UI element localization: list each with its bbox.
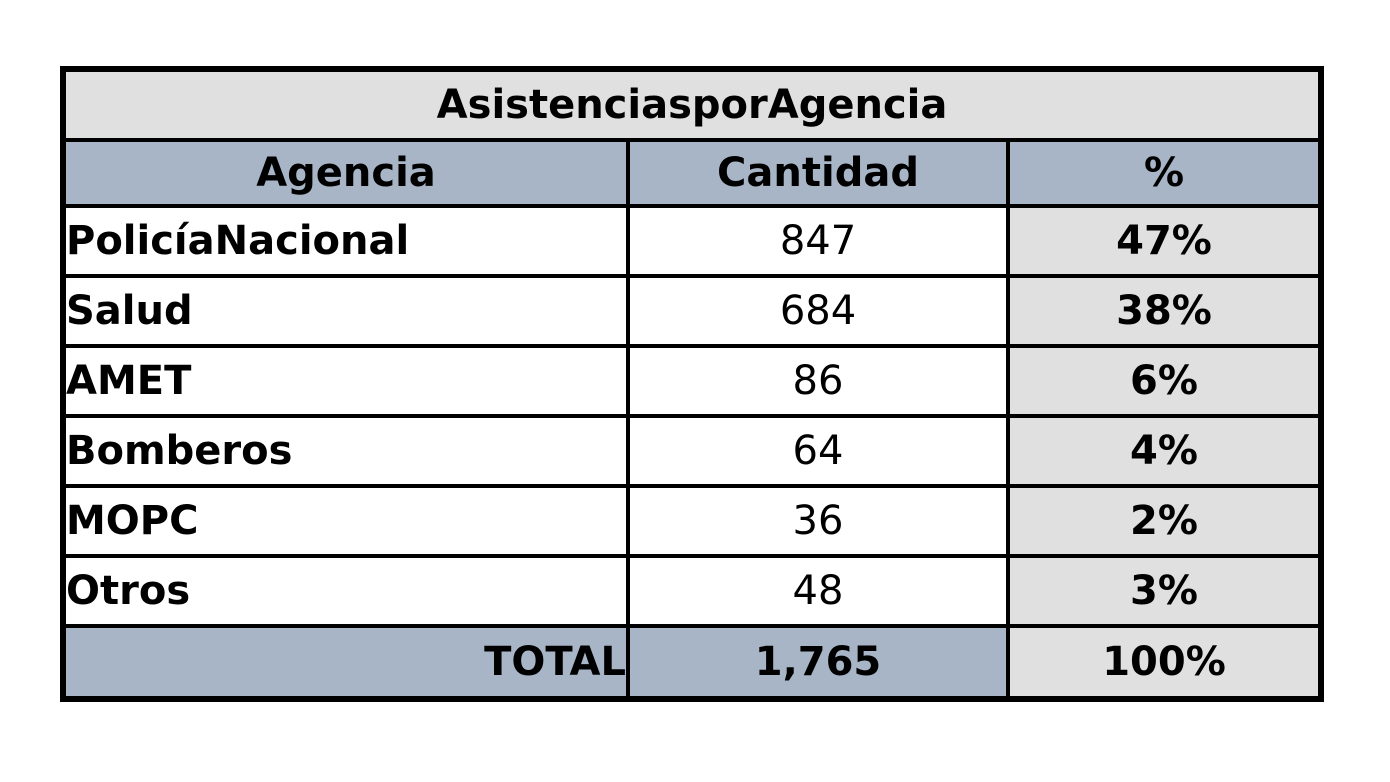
column-header-cantidad: Cantidad — [626, 138, 1010, 208]
column-header-agencia: Agencia — [61, 138, 630, 208]
table-header-row: Agencia Cantidad % — [61, 138, 1324, 208]
pct-cell: 38% — [1005, 274, 1324, 348]
table-title-row: AsistenciasporAgencia — [60, 67, 1324, 142]
table-row: PolicíaNacional 847 47% — [61, 204, 1324, 278]
cantidad-cell: 684 — [626, 274, 1010, 348]
cantidad-cell: 36 — [626, 484, 1010, 558]
table-row: AMET 86 6% — [61, 344, 1324, 418]
total-pct-cell: 100% — [1005, 624, 1324, 701]
agencia-cell: Salud — [61, 274, 630, 348]
cantidad-cell: 48 — [626, 554, 1010, 628]
agencia-cell: Bomberos — [61, 414, 630, 488]
cantidad-cell: 64 — [626, 414, 1010, 488]
column-header-pct: % — [1005, 138, 1324, 208]
total-cantidad-cell: 1,765 — [626, 624, 1010, 701]
table-row: MOPC 36 2% — [61, 484, 1324, 558]
agencia-cell: Otros — [61, 554, 630, 628]
total-label-cell: TOTAL — [61, 624, 630, 701]
table-title: AsistenciasporAgencia — [60, 67, 1324, 142]
cantidad-cell: 86 — [626, 344, 1010, 418]
assistance-by-agency-table: AsistenciasporAgencia Agencia Cantidad %… — [60, 66, 1325, 702]
pct-cell: 3% — [1005, 554, 1324, 628]
table-row: Bomberos 64 4% — [61, 414, 1324, 488]
agencia-cell: AMET — [61, 344, 630, 418]
table-total-row: TOTAL 1,765 100% — [61, 624, 1324, 701]
pct-cell: 47% — [1005, 204, 1324, 278]
pct-cell: 6% — [1005, 344, 1324, 418]
table-row: Salud 684 38% — [61, 274, 1324, 348]
pct-cell: 2% — [1005, 484, 1324, 558]
agencia-cell: MOPC — [61, 484, 630, 558]
table-row: Otros 48 3% — [61, 554, 1324, 628]
pct-cell: 4% — [1005, 414, 1324, 488]
cantidad-cell: 847 — [626, 204, 1010, 278]
agencia-cell: PolicíaNacional — [61, 204, 630, 278]
assistance-table-container: AsistenciasporAgencia Agencia Cantidad %… — [60, 66, 1325, 702]
